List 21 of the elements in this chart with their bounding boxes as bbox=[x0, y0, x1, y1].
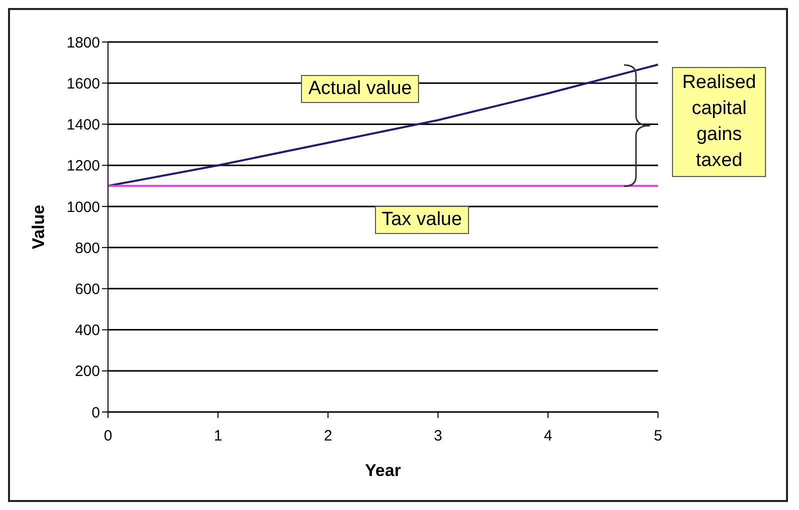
x-tick-label: 5 bbox=[654, 428, 662, 445]
y-axis-title: Value bbox=[29, 204, 48, 250]
y-tick-label: 800 bbox=[74, 240, 100, 257]
y-tick-label: 1000 bbox=[66, 198, 100, 216]
y-tick-label: 1800 bbox=[66, 34, 100, 52]
y-tick-label: 0 bbox=[92, 404, 100, 422]
x-tick-label: 4 bbox=[544, 428, 552, 445]
x-axis-title: Year bbox=[365, 461, 402, 480]
series-label: Actual value bbox=[301, 74, 419, 103]
y-tick-label: 1400 bbox=[66, 116, 100, 134]
y-tick-label: 1600 bbox=[66, 75, 100, 92]
y-tick-label: 1200 bbox=[66, 158, 100, 175]
x-tick-label: 0 bbox=[104, 428, 112, 445]
y-tick-label: 400 bbox=[74, 322, 100, 340]
y-tick-label: 600 bbox=[74, 280, 100, 298]
x-tick-label: 1 bbox=[214, 428, 222, 445]
text: Realised capital gains taxed bbox=[672, 67, 766, 178]
series-label: Tax value bbox=[374, 206, 469, 234]
y-tick-label: 200 bbox=[74, 363, 100, 380]
x-tick-label: 2 bbox=[324, 428, 332, 445]
x-tick-label: 3 bbox=[434, 428, 442, 445]
